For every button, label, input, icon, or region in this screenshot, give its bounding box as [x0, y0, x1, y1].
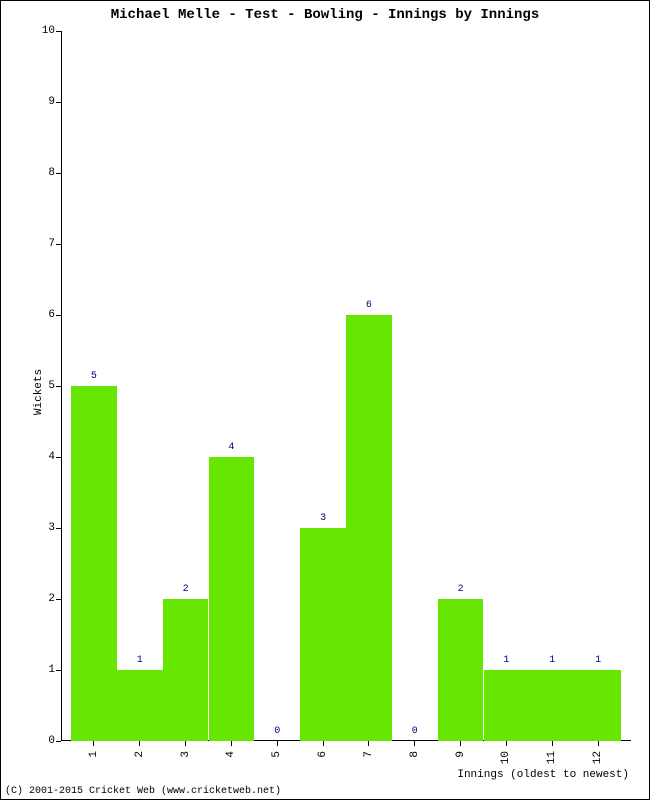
x-tick-mark: [598, 741, 599, 746]
x-tick-mark: [277, 741, 278, 746]
y-tick-label: 2: [48, 593, 61, 605]
x-tick-mark: [323, 741, 324, 746]
bar: [163, 599, 209, 741]
chart-container: Michael Melle - Test - Bowling - Innings…: [0, 0, 650, 800]
y-tick-label: 10: [42, 25, 61, 37]
bar-value-label: 1: [595, 655, 601, 666]
y-tick-label: 5: [48, 380, 61, 392]
bar: [117, 670, 163, 741]
x-tick-mark: [552, 741, 553, 746]
bar: [71, 386, 117, 741]
x-tick-label: 7: [363, 751, 375, 758]
bar-value-label: 3: [320, 513, 326, 524]
bar-value-label: 2: [183, 584, 189, 595]
bar-value-label: 1: [549, 655, 555, 666]
y-tick-label: 0: [48, 735, 61, 747]
x-tick-label: 11: [546, 751, 558, 764]
x-tick-mark: [139, 741, 140, 746]
bar-value-label: 2: [458, 584, 464, 595]
x-tick-mark: [231, 741, 232, 746]
bar: [484, 670, 530, 741]
x-tick-label: 10: [500, 751, 512, 764]
bar: [529, 670, 575, 741]
x-tick-mark: [368, 741, 369, 746]
x-tick-label: 1: [88, 751, 100, 758]
x-tick-label: 4: [225, 751, 237, 758]
x-tick-mark: [185, 741, 186, 746]
x-tick-label: 8: [409, 751, 421, 758]
x-tick-mark: [414, 741, 415, 746]
y-tick-label: 6: [48, 309, 61, 321]
y-tick-label: 7: [48, 238, 61, 250]
bar-value-label: 1: [503, 655, 509, 666]
bar-value-label: 5: [91, 371, 97, 382]
bar: [575, 670, 621, 741]
x-tick-label: 2: [134, 751, 146, 758]
y-tick-label: 4: [48, 451, 61, 463]
x-tick-label: 5: [271, 751, 283, 758]
plot-area: 012345678910511223440536670829110111112: [61, 31, 631, 741]
bar: [300, 528, 346, 741]
y-axis-label: Wickets: [33, 369, 45, 415]
x-tick-mark: [93, 741, 94, 746]
x-tick-label: 12: [592, 751, 604, 764]
x-tick-label: 6: [317, 751, 329, 758]
bar: [438, 599, 484, 741]
bar-value-label: 6: [366, 300, 372, 311]
y-tick-label: 1: [48, 664, 61, 676]
chart-title: Michael Melle - Test - Bowling - Innings…: [1, 7, 649, 23]
bar: [346, 315, 392, 741]
y-tick-label: 9: [48, 96, 61, 108]
x-axis-label: Innings (oldest to newest): [457, 769, 629, 781]
x-tick-label: 9: [455, 751, 467, 758]
x-tick-mark: [506, 741, 507, 746]
bar-value-label: 0: [274, 726, 280, 737]
bar-value-label: 0: [412, 726, 418, 737]
y-tick-label: 8: [48, 167, 61, 179]
y-axis-line: [61, 31, 62, 741]
copyright-text: (C) 2001-2015 Cricket Web (www.cricketwe…: [5, 786, 281, 797]
x-tick-label: 3: [180, 751, 192, 758]
bar-value-label: 1: [137, 655, 143, 666]
bar-value-label: 4: [228, 442, 234, 453]
x-tick-mark: [460, 741, 461, 746]
bar: [209, 457, 255, 741]
y-tick-label: 3: [48, 522, 61, 534]
